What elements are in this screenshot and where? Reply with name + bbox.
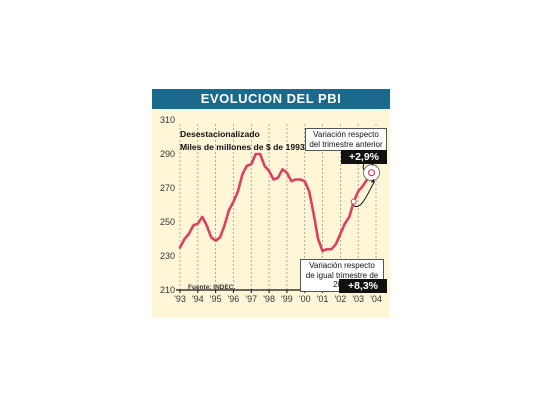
yearly-variation-arrow (353, 181, 375, 208)
line-chart: 210 230 250 270 290 310 '93 '94 '95 '96 '97 '98 '99… (160, 115, 382, 304)
x-tick-label: '95 (210, 294, 222, 304)
comparison-point-marker (350, 198, 357, 205)
x-tick-label: '94 (192, 294, 204, 304)
chart-title: EVOLUCION DEL PBI (152, 89, 390, 109)
quarterly-variation-badge: +2,9% (341, 150, 387, 164)
x-tick-label: '01 (317, 294, 329, 304)
source-note: Fuente: INDEC. (188, 284, 236, 291)
x-tick-label: '04 (370, 294, 382, 304)
y-tick-label: 270 (160, 183, 175, 193)
highlight-markers (350, 164, 380, 205)
x-tick-label: '93 (174, 294, 186, 304)
y-tick-label: 230 (160, 251, 175, 261)
chart-subtitle-2: Miles de millones de $ de 1993 (180, 142, 305, 152)
chart-card: EVOLUCION DEL PBI 210 230 250 270 290 310 '93… (152, 89, 390, 318)
y-tick-label: 290 (160, 149, 175, 159)
series-line (178, 152, 373, 253)
x-tick-label: '99 (281, 294, 293, 304)
quarterly-variation-label: Variación respecto del trimestre anterio… (305, 128, 387, 151)
x-tick-label: '98 (263, 294, 275, 304)
yearly-arrow-head (370, 178, 375, 183)
y-tick-label: 310 (160, 115, 175, 125)
chart-subtitle-1: Desestacionalizado (180, 129, 260, 139)
y-axis-ticks: 210 230 250 270 290 310 (160, 115, 175, 295)
x-tick-label: '03 (352, 294, 364, 304)
yearly-variation-badge: +8,3% (339, 279, 387, 293)
x-tick-label: '97 (245, 294, 257, 304)
y-tick-label: 210 (160, 285, 175, 295)
x-tick-label: '00 (299, 294, 311, 304)
x-tick-label: '02 (334, 294, 346, 304)
x-axis-ticks: '93 '94 '95 '96 '97 '98 '99 '00 '01 '02 '03 '04 (174, 290, 382, 304)
y-tick-label: 250 (160, 217, 175, 227)
latest-point-marker (367, 169, 376, 177)
x-tick-label: '96 (228, 294, 240, 304)
